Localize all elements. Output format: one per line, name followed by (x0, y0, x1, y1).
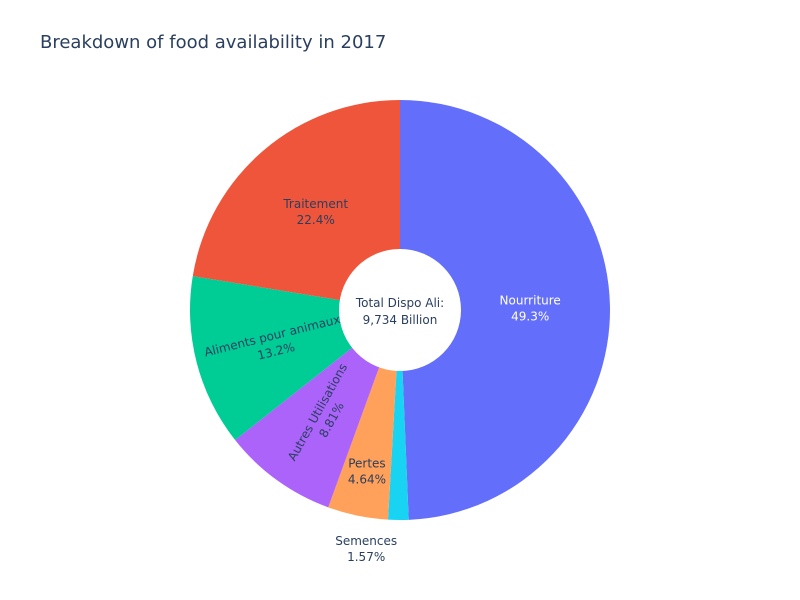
slice-label-traitement: Traitement 22.4% (282, 197, 348, 227)
slice-name-pertes: Pertes (348, 456, 385, 470)
slice-label-semences: Semences 1.57% (335, 534, 397, 564)
slice-label-pertes: Pertes 4.64% (348, 456, 386, 486)
slice-name-nourriture: Nourriture (500, 293, 561, 307)
slices-group (190, 100, 610, 520)
slice-percent-pertes: 4.64% (348, 472, 386, 486)
slice-name-semences: Semences (335, 534, 397, 548)
slice-percent-nourriture: 49.3% (511, 309, 549, 323)
center-label-line2: 9,734 Billion (363, 313, 438, 327)
slice-percent-traitement: 22.4% (297, 213, 335, 227)
slice-name-traitement: Traitement (282, 197, 348, 211)
slice-autres-utilisations[interactable] (235, 310, 400, 508)
slice-label-nourriture: Nourriture 49.3% (500, 293, 561, 323)
slice-percent-semences: 1.57% (347, 550, 385, 564)
center-label-line1: Total Dispo Ali: (355, 296, 444, 310)
slice-semences[interactable] (387, 310, 409, 520)
slice-traitement[interactable] (192, 100, 400, 310)
chart-title: Breakdown of food availability in 2017 (40, 32, 387, 53)
donut-hole (339, 249, 461, 371)
slice-nourriture[interactable] (400, 100, 610, 520)
